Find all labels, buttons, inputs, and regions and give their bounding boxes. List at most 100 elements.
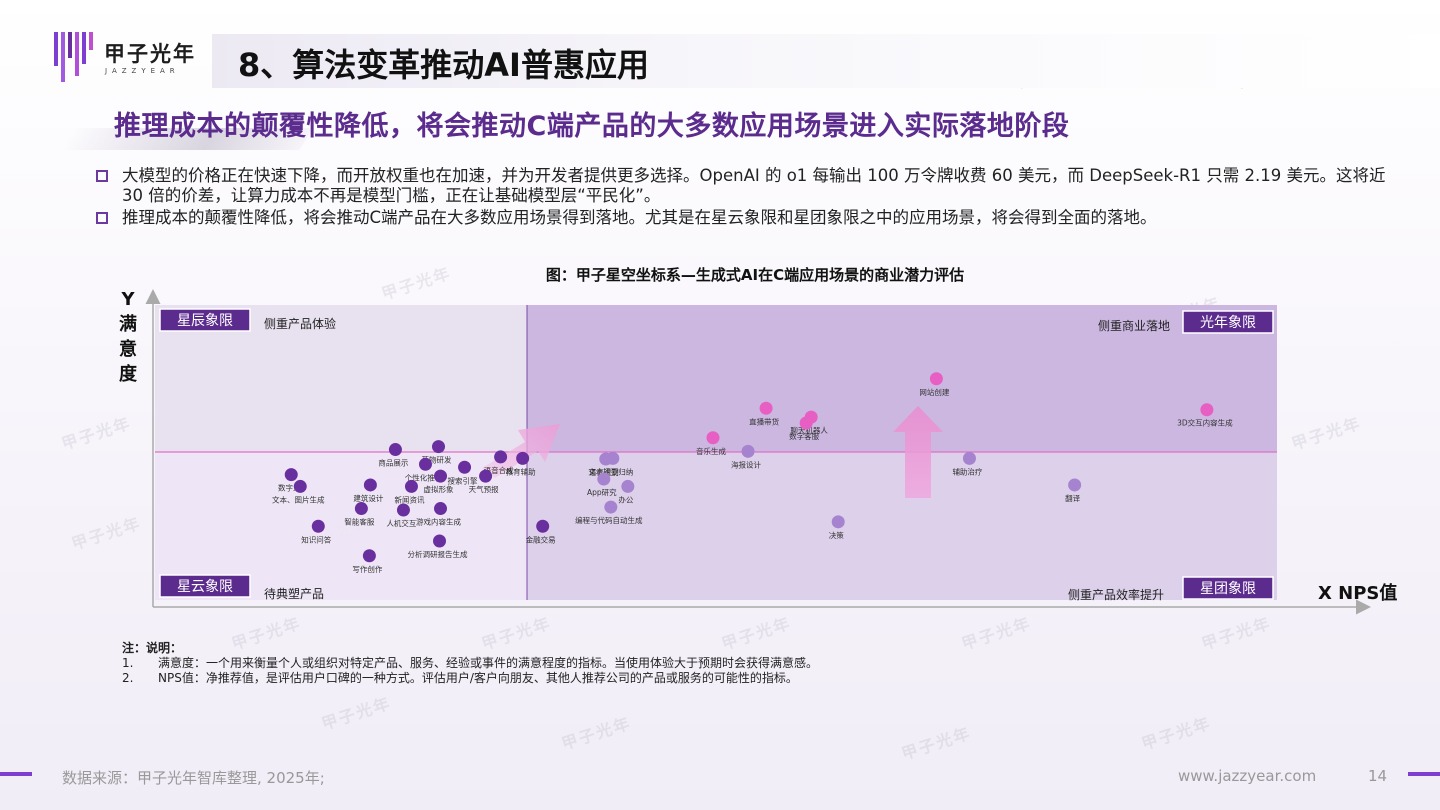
data-point (432, 440, 446, 454)
data-point (418, 457, 432, 471)
data-point (311, 519, 325, 533)
data-point (799, 416, 813, 430)
data-point (354, 502, 368, 516)
note-text: NPS值：净推荐值，是评估用户口碑的一种方式。评估用户/客户向朋友、其他人推荐公… (158, 671, 798, 685)
footer-accent-left (0, 772, 32, 776)
quadrant-top-right-badge-text: 光年象限 (1200, 315, 1256, 331)
data-source: 数据来源：甲子光年智库整理, 2025年; (62, 769, 325, 787)
note-item: 2. NPS值：净推荐值，是评估用户口碑的一种方式。评估用户/客户向朋友、其他人… (122, 671, 818, 686)
data-point-label: 分析调研报告生成 (408, 549, 468, 559)
data-point-label: 翻译 (1065, 494, 1080, 503)
data-point (396, 503, 410, 517)
data-point-label: 虚拟形象 (424, 484, 454, 494)
data-point (494, 450, 508, 464)
data-point-label: 数字人 (278, 483, 301, 493)
diagonal-arrow-icon (482, 424, 560, 478)
data-point (479, 469, 493, 483)
subtitle: 推理成本的颠覆性降低，将会推动C端产品的大多数应用场景进入实际落地阶段 (114, 111, 1070, 142)
chart-arrows (482, 406, 943, 498)
data-point (831, 515, 845, 529)
data-point (536, 519, 550, 533)
y-axis-label-char: 度 (119, 363, 138, 385)
quadrant-bottom-right-badge-text: 星团象限 (1200, 581, 1256, 597)
note-item: 1. 满意度：一个用来衡量个人或组织对特定产品、服务、经验或事件的满意程度的指标… (122, 656, 818, 671)
data-point (597, 472, 611, 486)
quadrant-bottom-right-desc: 侧重产品效率提升 (1068, 587, 1164, 602)
data-point-label: 个性化推荐 (405, 472, 443, 482)
data-point-label: 直播带货 (749, 416, 779, 426)
quadrant-top-left-badge-text: 星辰象限 (177, 313, 233, 329)
quadrant-bottom-right-badge (1182, 576, 1274, 600)
data-point (404, 479, 418, 493)
data-point-label: 建筑设计 (353, 493, 383, 503)
note-number: 1. (122, 656, 134, 670)
bullet-text: 推理成本的颠覆性降低，将会推动C端产品在大多数应用场景得到落地。尤其是在星云象限… (122, 208, 1157, 227)
quadrant-bottom-left-badge (159, 574, 251, 598)
data-point-label: 药物研发 (422, 455, 452, 465)
chart-title: 图：甲子星空坐标系—生成式AI在C端应用场景的商业潜力评估 (545, 266, 965, 284)
data-point-label: 聊天机器人 (790, 425, 828, 435)
title-band (212, 34, 1440, 88)
logo-text: 甲子光年 (104, 42, 196, 66)
data-point-label: 办公 (618, 494, 633, 504)
data-point-label: 语音识别 (589, 467, 619, 477)
y-axis-label-char: Y (120, 289, 135, 310)
data-point-label: 人机交互 (386, 518, 416, 528)
data-point (516, 451, 530, 465)
data-point (1068, 478, 1082, 492)
data-point-label: 金融交易 (526, 534, 556, 544)
data-point (599, 452, 613, 466)
data-point-label: 游戏内容生成 (416, 517, 461, 527)
data-point (929, 372, 943, 386)
data-point-label: 编程与代码自动生成 (575, 515, 643, 525)
data-point (706, 431, 720, 445)
data-point-label: 商品展示 (378, 458, 408, 468)
data-point-label: 海报设计 (731, 459, 761, 469)
footer-accent-right (1408, 772, 1440, 776)
y-axis-label-char: 满 (119, 313, 137, 335)
website-link[interactable]: www.jazzyear.com (1178, 767, 1317, 785)
data-point-label: 语音合成 (484, 465, 514, 475)
up-arrow-icon (893, 406, 943, 498)
data-point (1200, 403, 1214, 417)
data-point (962, 451, 976, 465)
bullet-text: 大模型的价格正在快速下降，而开放权重也在加速，并为开发者提供更多选择。OpenA… (122, 166, 1386, 205)
data-point-label: App研究 (587, 487, 617, 497)
note-text: 满意度：一个用来衡量个人或组织对特定产品、服务、经验或事件的满意程度的指标。当使… (158, 656, 819, 670)
data-point-label: 写作创作 (352, 564, 382, 574)
data-point-label: 文本、图片生成 (272, 494, 325, 504)
data-point (621, 479, 635, 493)
data-point (293, 479, 307, 493)
quadrant-bottom-right-fill (527, 452, 1277, 600)
data-point (458, 460, 472, 474)
square-bullet-icon (96, 212, 108, 224)
data-point-label: 智能客服 (344, 517, 374, 527)
data-point (604, 500, 618, 514)
logo-subtext: JAZZYEAR (105, 67, 180, 75)
data-point (741, 444, 755, 458)
logo-bars-icon (54, 32, 93, 82)
data-point-label: 搜索引擎 (448, 475, 478, 485)
data-point (434, 502, 448, 516)
quadrant-top-left-badge (159, 308, 251, 332)
data-point-label: 辅助治疗 (952, 466, 982, 476)
data-point-label: 天气预报 (469, 484, 499, 494)
data-point (434, 469, 448, 483)
chart-background (155, 305, 1277, 600)
data-point (362, 549, 376, 563)
data-point-label: 决策 (829, 530, 844, 540)
data-point (284, 468, 298, 482)
data-point-label: 数字客服 (789, 431, 819, 441)
quadrant-top-right-desc: 侧重商业落地 (1098, 318, 1170, 333)
page-number: 14 (1368, 767, 1388, 785)
data-point-label: 网站创建 (919, 387, 949, 397)
quadrant-bottom-left-badge-text: 星云象限 (177, 579, 233, 595)
data-point-label: 教育辅助 (506, 466, 536, 476)
data-point-label: 音乐生成 (696, 446, 726, 456)
bullet-item: 推理成本的颠覆性降低，将会推动C端产品在大多数应用场景得到落地。尤其是在星云象限… (96, 208, 1396, 228)
page-title: 8、算法变革推动AI普惠应用 (238, 46, 649, 84)
